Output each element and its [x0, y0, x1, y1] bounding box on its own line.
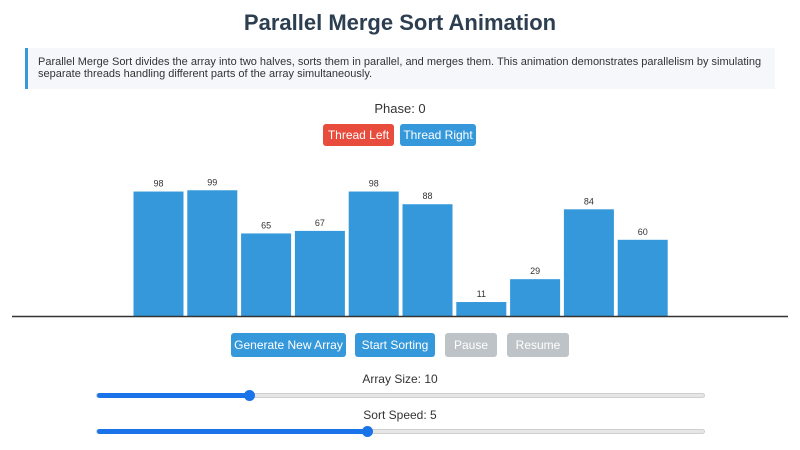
bar-value-label: 99	[207, 177, 217, 187]
array-size-slider-fill	[97, 393, 249, 398]
description-text: Parallel Merge Sort divides the array in…	[38, 56, 762, 80]
thread-right-badge: Thread Right	[400, 124, 476, 146]
bar-value-label: 67	[315, 218, 325, 228]
bar-value-label: 98	[369, 179, 379, 189]
generate-array-button[interactable]: Generate New Array	[231, 333, 346, 357]
array-bar	[348, 191, 399, 316]
array-bar	[456, 302, 507, 316]
array-size-slider-thumb[interactable]	[243, 390, 255, 401]
bar-value-label: 60	[638, 227, 648, 237]
sort-speed-slider[interactable]	[96, 426, 705, 437]
array-bar	[187, 190, 238, 316]
sort-speed-slider-fill	[97, 429, 367, 434]
array-bar	[294, 230, 345, 316]
bar-chart-svg: 98 99 65 67 98 88 11 29 84 60	[12, 177, 788, 318]
page-title: Parallel Merge Sort Animation	[243, 10, 557, 35]
bar-value-label: 84	[584, 196, 594, 206]
array-bar	[617, 239, 668, 316]
array-bar	[563, 209, 614, 316]
bar-value-label: 11	[477, 289, 486, 299]
bar-value-label: 98	[153, 179, 163, 189]
array-bar-chart: 98 99 65 67 98 88 11 29 84 60	[0, 160, 800, 320]
sort-speed-label: Sort Speed: 5	[363, 408, 437, 422]
phase-indicator: Phase: 0	[374, 101, 426, 116]
thread-left-badge: Thread Left	[323, 124, 394, 146]
array-bar	[402, 204, 453, 316]
array-bar	[510, 279, 561, 316]
bar-value-label: 65	[261, 220, 271, 230]
array-size-slider[interactable]	[96, 390, 705, 401]
start-sorting-button[interactable]: Start Sorting	[355, 333, 435, 357]
array-bar	[241, 233, 292, 316]
array-bar	[133, 191, 184, 316]
resume-button[interactable]: Resume	[507, 333, 569, 357]
bar-value-label: 88	[422, 191, 432, 201]
bar-value-label: 29	[530, 266, 540, 276]
pause-button[interactable]: Pause	[445, 333, 497, 357]
array-size-label: Array Size: 10	[362, 372, 438, 386]
sort-speed-slider-thumb[interactable]	[361, 426, 373, 437]
description-box: Parallel Merge Sort divides the array in…	[25, 48, 775, 89]
